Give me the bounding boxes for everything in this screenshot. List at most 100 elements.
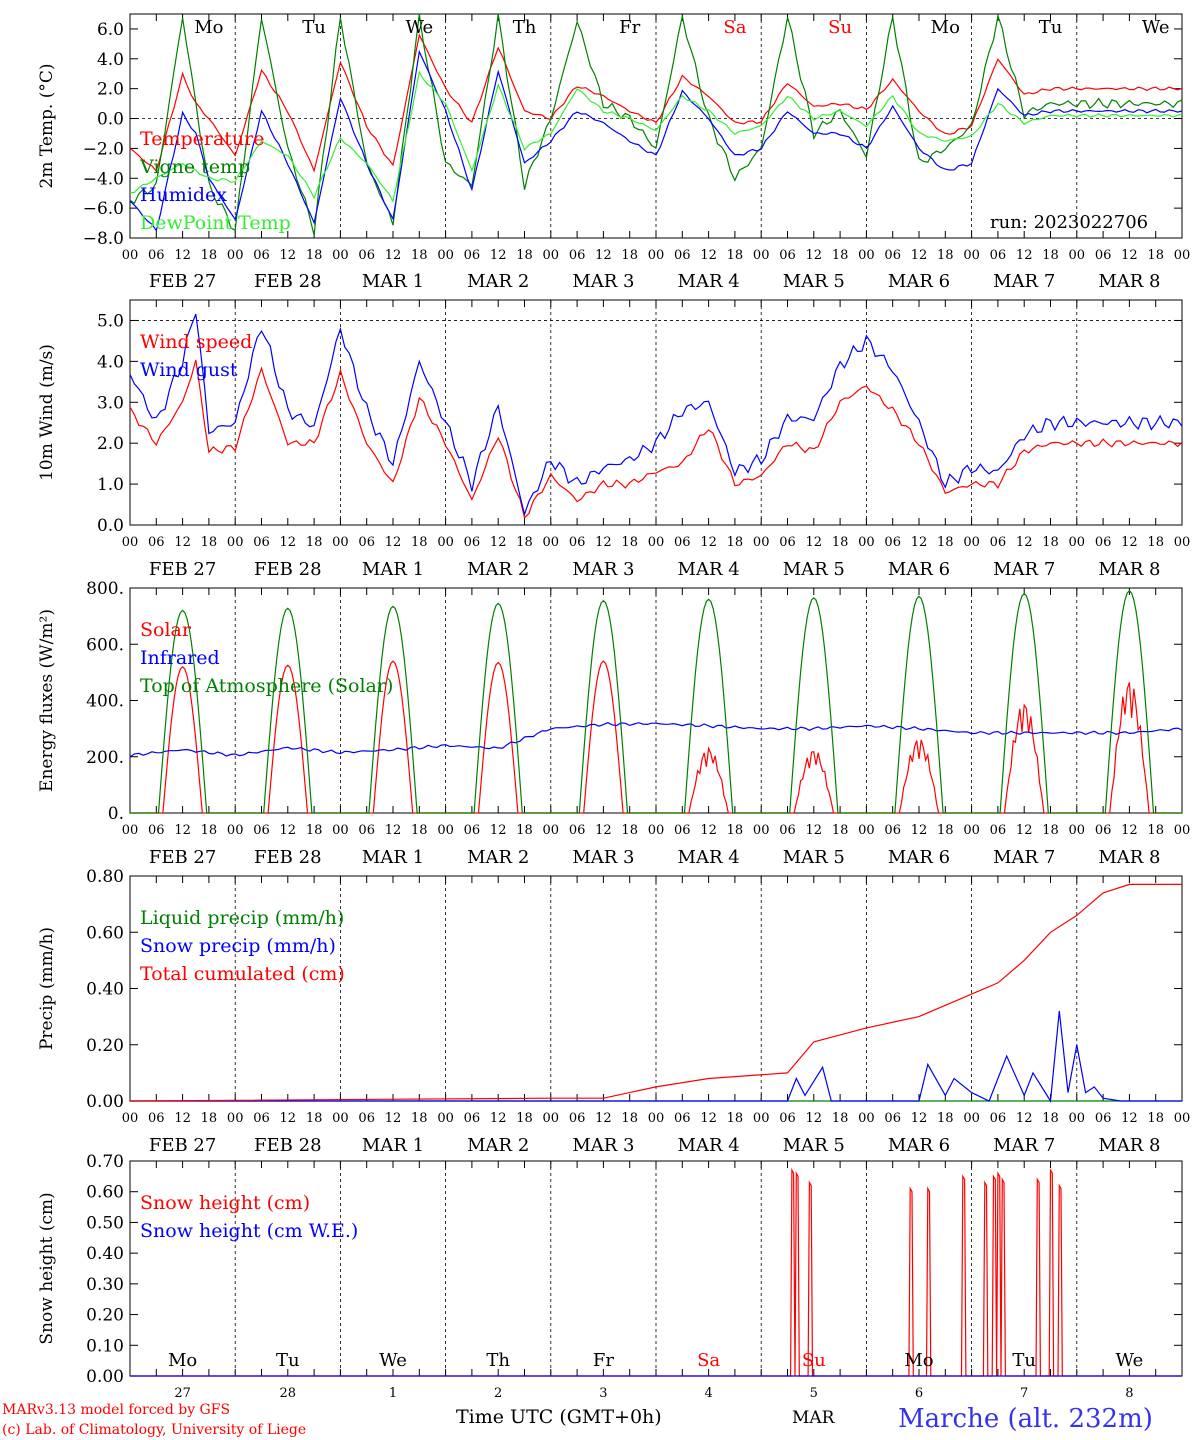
series-line-vigne-temp: [129, 13, 1183, 236]
y-tick-label: 0.30: [86, 1275, 124, 1295]
month-label: MAR: [792, 1408, 836, 1428]
x-tick-label: 00: [1174, 823, 1191, 838]
x-tick-label: 06: [569, 535, 586, 550]
x-tick-label: 00: [122, 1111, 139, 1126]
y-tick-label: −2.0: [83, 139, 124, 159]
y-tick-label: −8.0: [83, 229, 124, 249]
day-number-label: 8: [1125, 1386, 1133, 1401]
x-tick-label: 00: [227, 823, 244, 838]
x-tick-label: 06: [779, 535, 796, 550]
series-line-temperature: [129, 33, 1183, 173]
y-tick-label: 0.60: [86, 923, 124, 943]
x-tick-label: 00: [437, 535, 454, 550]
series-line-top-of-atmosphere-solar-: [130, 589, 1182, 814]
series-line-humidex: [129, 49, 1183, 233]
x-tick-label: 06: [358, 823, 375, 838]
date-label: MAR 5: [783, 847, 845, 868]
x-tick-label: 12: [174, 823, 191, 838]
x-tick-label: 06: [464, 248, 481, 263]
date-label: MAR 2: [467, 559, 529, 580]
x-tick-label: 06: [148, 248, 165, 263]
weekday-label: Su: [802, 1350, 826, 1371]
y-tick-label: 2.0: [97, 80, 124, 100]
day-number-label: 5: [810, 1386, 818, 1401]
x-tick-label: 00: [437, 823, 454, 838]
x-tick-label: 18: [516, 823, 533, 838]
x-tick-label: 06: [674, 535, 691, 550]
weekday-label: Tu: [302, 17, 326, 38]
x-tick-label: 18: [937, 248, 954, 263]
y-tick-label: 400.: [86, 692, 124, 712]
x-tick-label: 18: [727, 1111, 744, 1126]
x-tick-label: 12: [385, 535, 402, 550]
legend-entry: Snow height (cm): [140, 1192, 310, 1214]
y-tick-label: 0.0: [97, 110, 124, 130]
x-tick-label: 00: [753, 535, 770, 550]
y-axis-title: Snow height (cm): [37, 1192, 57, 1344]
date-label: FEB 28: [254, 847, 321, 868]
x-tick-label: 06: [990, 823, 1007, 838]
x-tick-label: 06: [1095, 248, 1112, 263]
x-tick-label: 00: [963, 823, 980, 838]
x-tick-label: 00: [437, 248, 454, 263]
date-label: MAR 4: [678, 559, 740, 580]
x-axis-title: Time UTC (GMT+0h): [456, 1406, 662, 1428]
x-tick-label: 06: [464, 535, 481, 550]
x-tick-label: 12: [174, 248, 191, 263]
date-label: FEB 27: [149, 271, 216, 292]
y-tick-label: 0.20: [86, 1036, 124, 1056]
series-line-dewpoint-temp: [129, 70, 1183, 204]
day-number-label: 27: [174, 1386, 191, 1401]
x-tick-label: 18: [1147, 823, 1164, 838]
x-tick-label: 06: [358, 535, 375, 550]
x-tick-label: 18: [411, 535, 428, 550]
x-tick-label: 00: [437, 1111, 454, 1126]
y-axis-title: 2m Temp. (°C): [37, 63, 57, 188]
legend-entry: Wind gust: [140, 359, 238, 381]
series-line-snow-precip-mm-h-: [130, 1010, 1182, 1103]
weekday-label: Tu: [276, 1350, 300, 1371]
x-tick-label: 18: [1147, 1111, 1164, 1126]
y-tick-label: 2.0: [97, 434, 124, 454]
x-tick-label: 18: [516, 1111, 533, 1126]
date-label: MAR 7: [993, 847, 1055, 868]
x-tick-label: 06: [884, 823, 901, 838]
x-tick-label: 18: [201, 535, 218, 550]
day-number-label: 7: [1020, 1386, 1028, 1401]
series-line-infrared: [129, 722, 1183, 758]
weekday-label: Th: [513, 17, 537, 38]
legend-entry: Humidex: [140, 184, 227, 206]
x-tick-label: 12: [1121, 535, 1138, 550]
day-number-label: 3: [599, 1386, 607, 1401]
legend-entry: Vigne temp: [139, 156, 250, 178]
x-tick-label: 12: [700, 823, 717, 838]
y-tick-label: 0.10: [86, 1336, 124, 1356]
x-tick-label: 12: [385, 248, 402, 263]
plot-frame-1: [129, 299, 1183, 526]
weekday-label: We: [379, 1350, 407, 1371]
x-tick-label: 12: [700, 248, 717, 263]
date-label: MAR 4: [678, 271, 740, 292]
date-label: MAR 8: [1098, 1135, 1160, 1156]
x-tick-label: 12: [280, 248, 297, 263]
credit-line-2: (c) Lab. of Climatology, University of L…: [2, 1422, 306, 1438]
x-tick-label: 12: [280, 823, 297, 838]
day-number-label: 4: [704, 1386, 712, 1401]
x-tick-label: 12: [806, 535, 823, 550]
y-tick-label: 0.00: [86, 1092, 124, 1112]
date-label: MAR 3: [572, 1135, 634, 1156]
x-tick-label: 12: [595, 248, 612, 263]
y-axis-title: 10m Wind (m/s): [37, 344, 57, 481]
x-tick-label: 18: [1042, 248, 1059, 263]
x-tick-label: 18: [621, 1111, 638, 1126]
x-tick-label: 06: [1095, 1111, 1112, 1126]
y-tick-label: 3.0: [97, 393, 124, 413]
x-tick-label: 18: [201, 1111, 218, 1126]
date-label: MAR 4: [678, 847, 740, 868]
date-label: MAR 5: [783, 1135, 845, 1156]
x-tick-label: 06: [674, 823, 691, 838]
x-tick-label: 18: [832, 248, 849, 263]
date-label: MAR 5: [783, 271, 845, 292]
date-label: MAR 2: [467, 271, 529, 292]
